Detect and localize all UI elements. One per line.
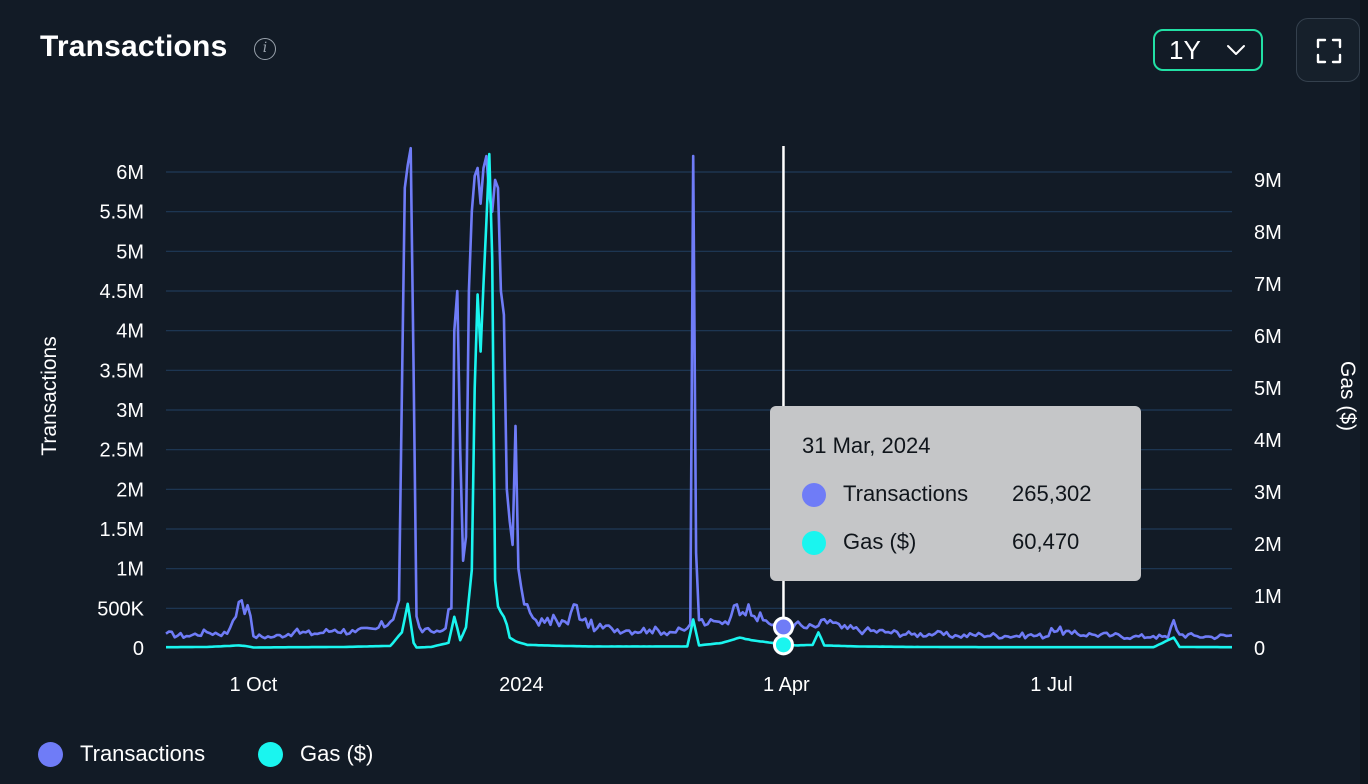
legend-label: Transactions (80, 741, 206, 766)
legend-dot-icon (258, 742, 283, 767)
tooltip-row-gas: Gas ($) 60,470 (802, 529, 1122, 559)
y-left-tick-label: 4.5M (100, 281, 144, 303)
y-right-tick-label: 4M (1254, 430, 1282, 452)
y-right-tick-label: 8M (1254, 222, 1282, 244)
y-left-tick-label: 2.5M (100, 440, 144, 462)
fullscreen-button[interactable] (1296, 18, 1360, 82)
tooltip-date: 31 Mar, 2024 (802, 433, 931, 458)
time-range-select[interactable]: 1Y (1153, 29, 1263, 71)
tooltip-value: 265,302 (1012, 481, 1092, 506)
y-left-tick-label: 4M (116, 321, 144, 343)
transactions-dot-icon (802, 483, 826, 507)
tooltip-value: 60,470 (1012, 529, 1080, 554)
chart-tooltip: 31 Mar, 2024 Transactions 265,302 Gas ($… (770, 406, 1141, 581)
x-tick-label: 1 Apr (763, 674, 810, 696)
y-axis-right-title: Gas ($) (1336, 361, 1359, 431)
y-left-tick-label: 500K (97, 598, 144, 620)
page-title: Transactions (40, 30, 228, 63)
y-right-tick-label: 2M (1254, 534, 1282, 556)
y-right-tick-label: 5M (1254, 378, 1282, 400)
transactions-series-line (165, 146, 1233, 641)
x-tick-label: 2024 (499, 674, 544, 696)
y-right-tick-label: 6M (1254, 326, 1282, 348)
y-left-tick-label: 6M (116, 162, 144, 184)
y-left-tick-label: 3.5M (100, 360, 144, 382)
chevron-down-icon (1227, 45, 1245, 55)
y-right-tick-label: 3M (1254, 482, 1282, 504)
y-right-tick-label: 7M (1254, 274, 1282, 296)
y-right-tick-label: 9M (1254, 170, 1282, 192)
fullscreen-icon (1316, 38, 1342, 64)
y-axis-left-title: Transactions (38, 336, 61, 455)
gas-series-line (166, 152, 1232, 649)
transactions-highlight-point (772, 616, 794, 638)
y-left-tick-label: 1.5M (100, 519, 144, 541)
tooltip-label: Transactions (843, 481, 969, 506)
y-left-tick-label: 5.5M (100, 202, 144, 224)
gas-highlight-point (772, 634, 794, 656)
y-right-tick-label: 1M (1254, 586, 1282, 608)
panel-edge (1360, 0, 1368, 784)
y-left-tick-label: 2M (116, 479, 144, 501)
gas-dot-icon (802, 531, 826, 555)
y-right-tick-label: 0 (1254, 638, 1265, 660)
y-left-tick-label: 0 (133, 638, 144, 660)
y-left-tick-label: 1M (116, 559, 144, 581)
y-left-tick-label: 5M (116, 241, 144, 263)
tooltip-row-transactions: Transactions 265,302 (802, 481, 1122, 511)
legend-label: Gas ($) (300, 741, 374, 766)
x-tick-label: 1 Oct (229, 674, 277, 696)
legend-dot-icon (38, 742, 63, 767)
info-icon[interactable]: i (254, 38, 276, 60)
y-left-tick-label: 3M (116, 400, 144, 422)
x-tick-label: 1 Jul (1030, 674, 1072, 696)
time-range-value: 1Y (1169, 34, 1201, 65)
tooltip-label: Gas ($) (843, 529, 917, 554)
